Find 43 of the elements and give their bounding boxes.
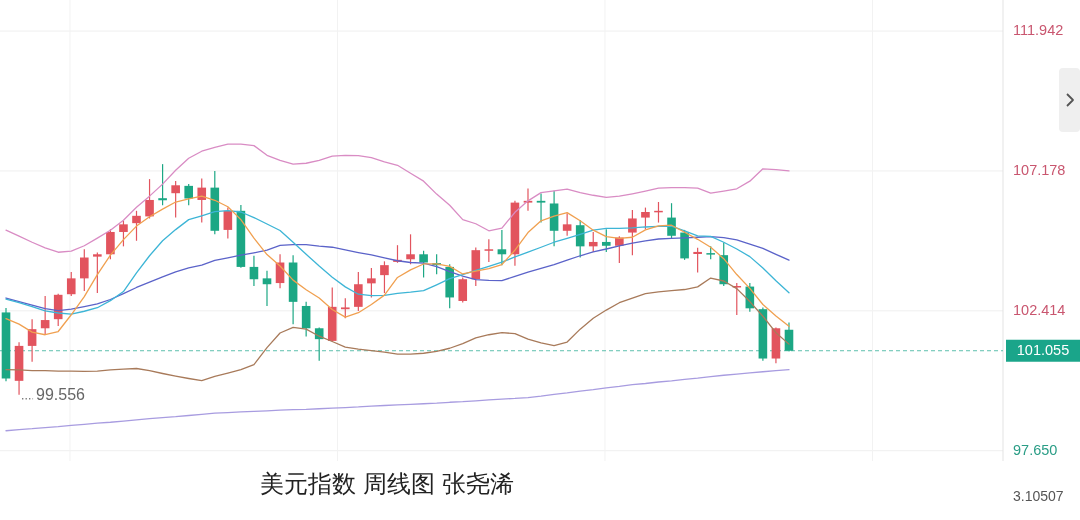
ref-line-label: 101.055: [1016, 341, 1070, 358]
candlestick: [380, 260, 389, 294]
candlestick: [93, 251, 102, 294]
line-series: [5, 236, 790, 312]
candlestick: [40, 295, 50, 335]
candlestick: [367, 267, 376, 299]
candlestick: [641, 207, 650, 230]
candlestick: [484, 238, 494, 263]
text: 美元指数 周线图 张尧浠: [260, 470, 514, 498]
candlestick: [588, 231, 598, 253]
y-tick-label: 102.414: [1013, 301, 1066, 318]
y-tick-label: 97.650: [1013, 441, 1058, 458]
candlestick: [223, 207, 233, 240]
candlestick: [106, 228, 115, 260]
candlestick: [601, 228, 611, 253]
candlestick: [262, 270, 272, 307]
candlestick: [171, 180, 180, 219]
y-tick-label: 111.942: [1013, 21, 1064, 38]
candlestick: [79, 248, 89, 292]
candlestick: [693, 247, 702, 274]
candlestick: [132, 210, 141, 242]
candlestick: [628, 209, 637, 256]
y-tick-label: 107.178: [1013, 161, 1066, 178]
annotation: 99.556: [36, 385, 86, 403]
candlestick: [458, 276, 468, 304]
line-series: [5, 209, 790, 315]
candlestick: [419, 250, 428, 279]
candlestick: [354, 271, 363, 312]
candlestick: [158, 163, 167, 206]
candlestick: [184, 183, 193, 206]
candlestick: [667, 202, 676, 240]
candlestick: [119, 220, 128, 247]
candlestick: [497, 229, 507, 266]
candlestick: [406, 233, 415, 265]
text: 3.10507: [1013, 487, 1064, 504]
line-series: [5, 143, 790, 253]
candlestick: [562, 212, 572, 237]
line-series: [5, 369, 790, 432]
candlestick: [536, 192, 546, 224]
candlestick: [197, 177, 207, 224]
candlestick: [249, 255, 259, 287]
candlestick: [66, 271, 76, 297]
candlestick: [301, 301, 311, 338]
